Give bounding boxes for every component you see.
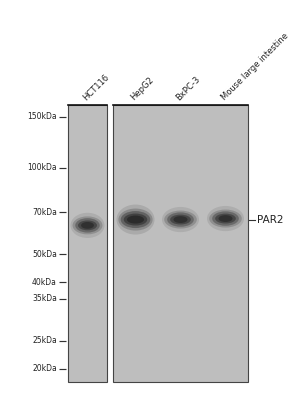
- Ellipse shape: [121, 211, 150, 228]
- Ellipse shape: [209, 210, 242, 228]
- Ellipse shape: [118, 208, 152, 230]
- Ellipse shape: [207, 206, 244, 231]
- Ellipse shape: [73, 216, 102, 234]
- Text: 25kDa: 25kDa: [32, 336, 57, 346]
- Text: 100kDa: 100kDa: [27, 163, 57, 172]
- Ellipse shape: [81, 222, 94, 229]
- Text: 40kDa: 40kDa: [32, 278, 57, 287]
- Text: HepG2: HepG2: [129, 75, 156, 102]
- Ellipse shape: [75, 218, 100, 232]
- Ellipse shape: [174, 216, 188, 223]
- Ellipse shape: [162, 207, 199, 232]
- Bar: [113, 105, 248, 382]
- Ellipse shape: [127, 216, 144, 224]
- Ellipse shape: [124, 214, 147, 226]
- Text: 50kDa: 50kDa: [32, 250, 57, 259]
- Text: BxPC-3: BxPC-3: [174, 74, 202, 102]
- Text: HCT116: HCT116: [81, 72, 111, 102]
- Text: 20kDa: 20kDa: [32, 364, 57, 373]
- Ellipse shape: [170, 215, 191, 224]
- Ellipse shape: [167, 212, 194, 227]
- Text: 150kDa: 150kDa: [27, 112, 57, 122]
- Text: PAR2: PAR2: [257, 214, 284, 224]
- Ellipse shape: [215, 214, 236, 224]
- Text: Mouse large intestine: Mouse large intestine: [219, 31, 290, 102]
- Text: 35kDa: 35kDa: [32, 294, 57, 303]
- Ellipse shape: [78, 220, 97, 230]
- Bar: [68, 105, 107, 382]
- Ellipse shape: [164, 210, 197, 228]
- Text: 70kDa: 70kDa: [32, 208, 57, 217]
- Ellipse shape: [70, 213, 105, 238]
- Ellipse shape: [218, 215, 232, 222]
- Ellipse shape: [117, 204, 155, 234]
- Ellipse shape: [212, 211, 239, 226]
